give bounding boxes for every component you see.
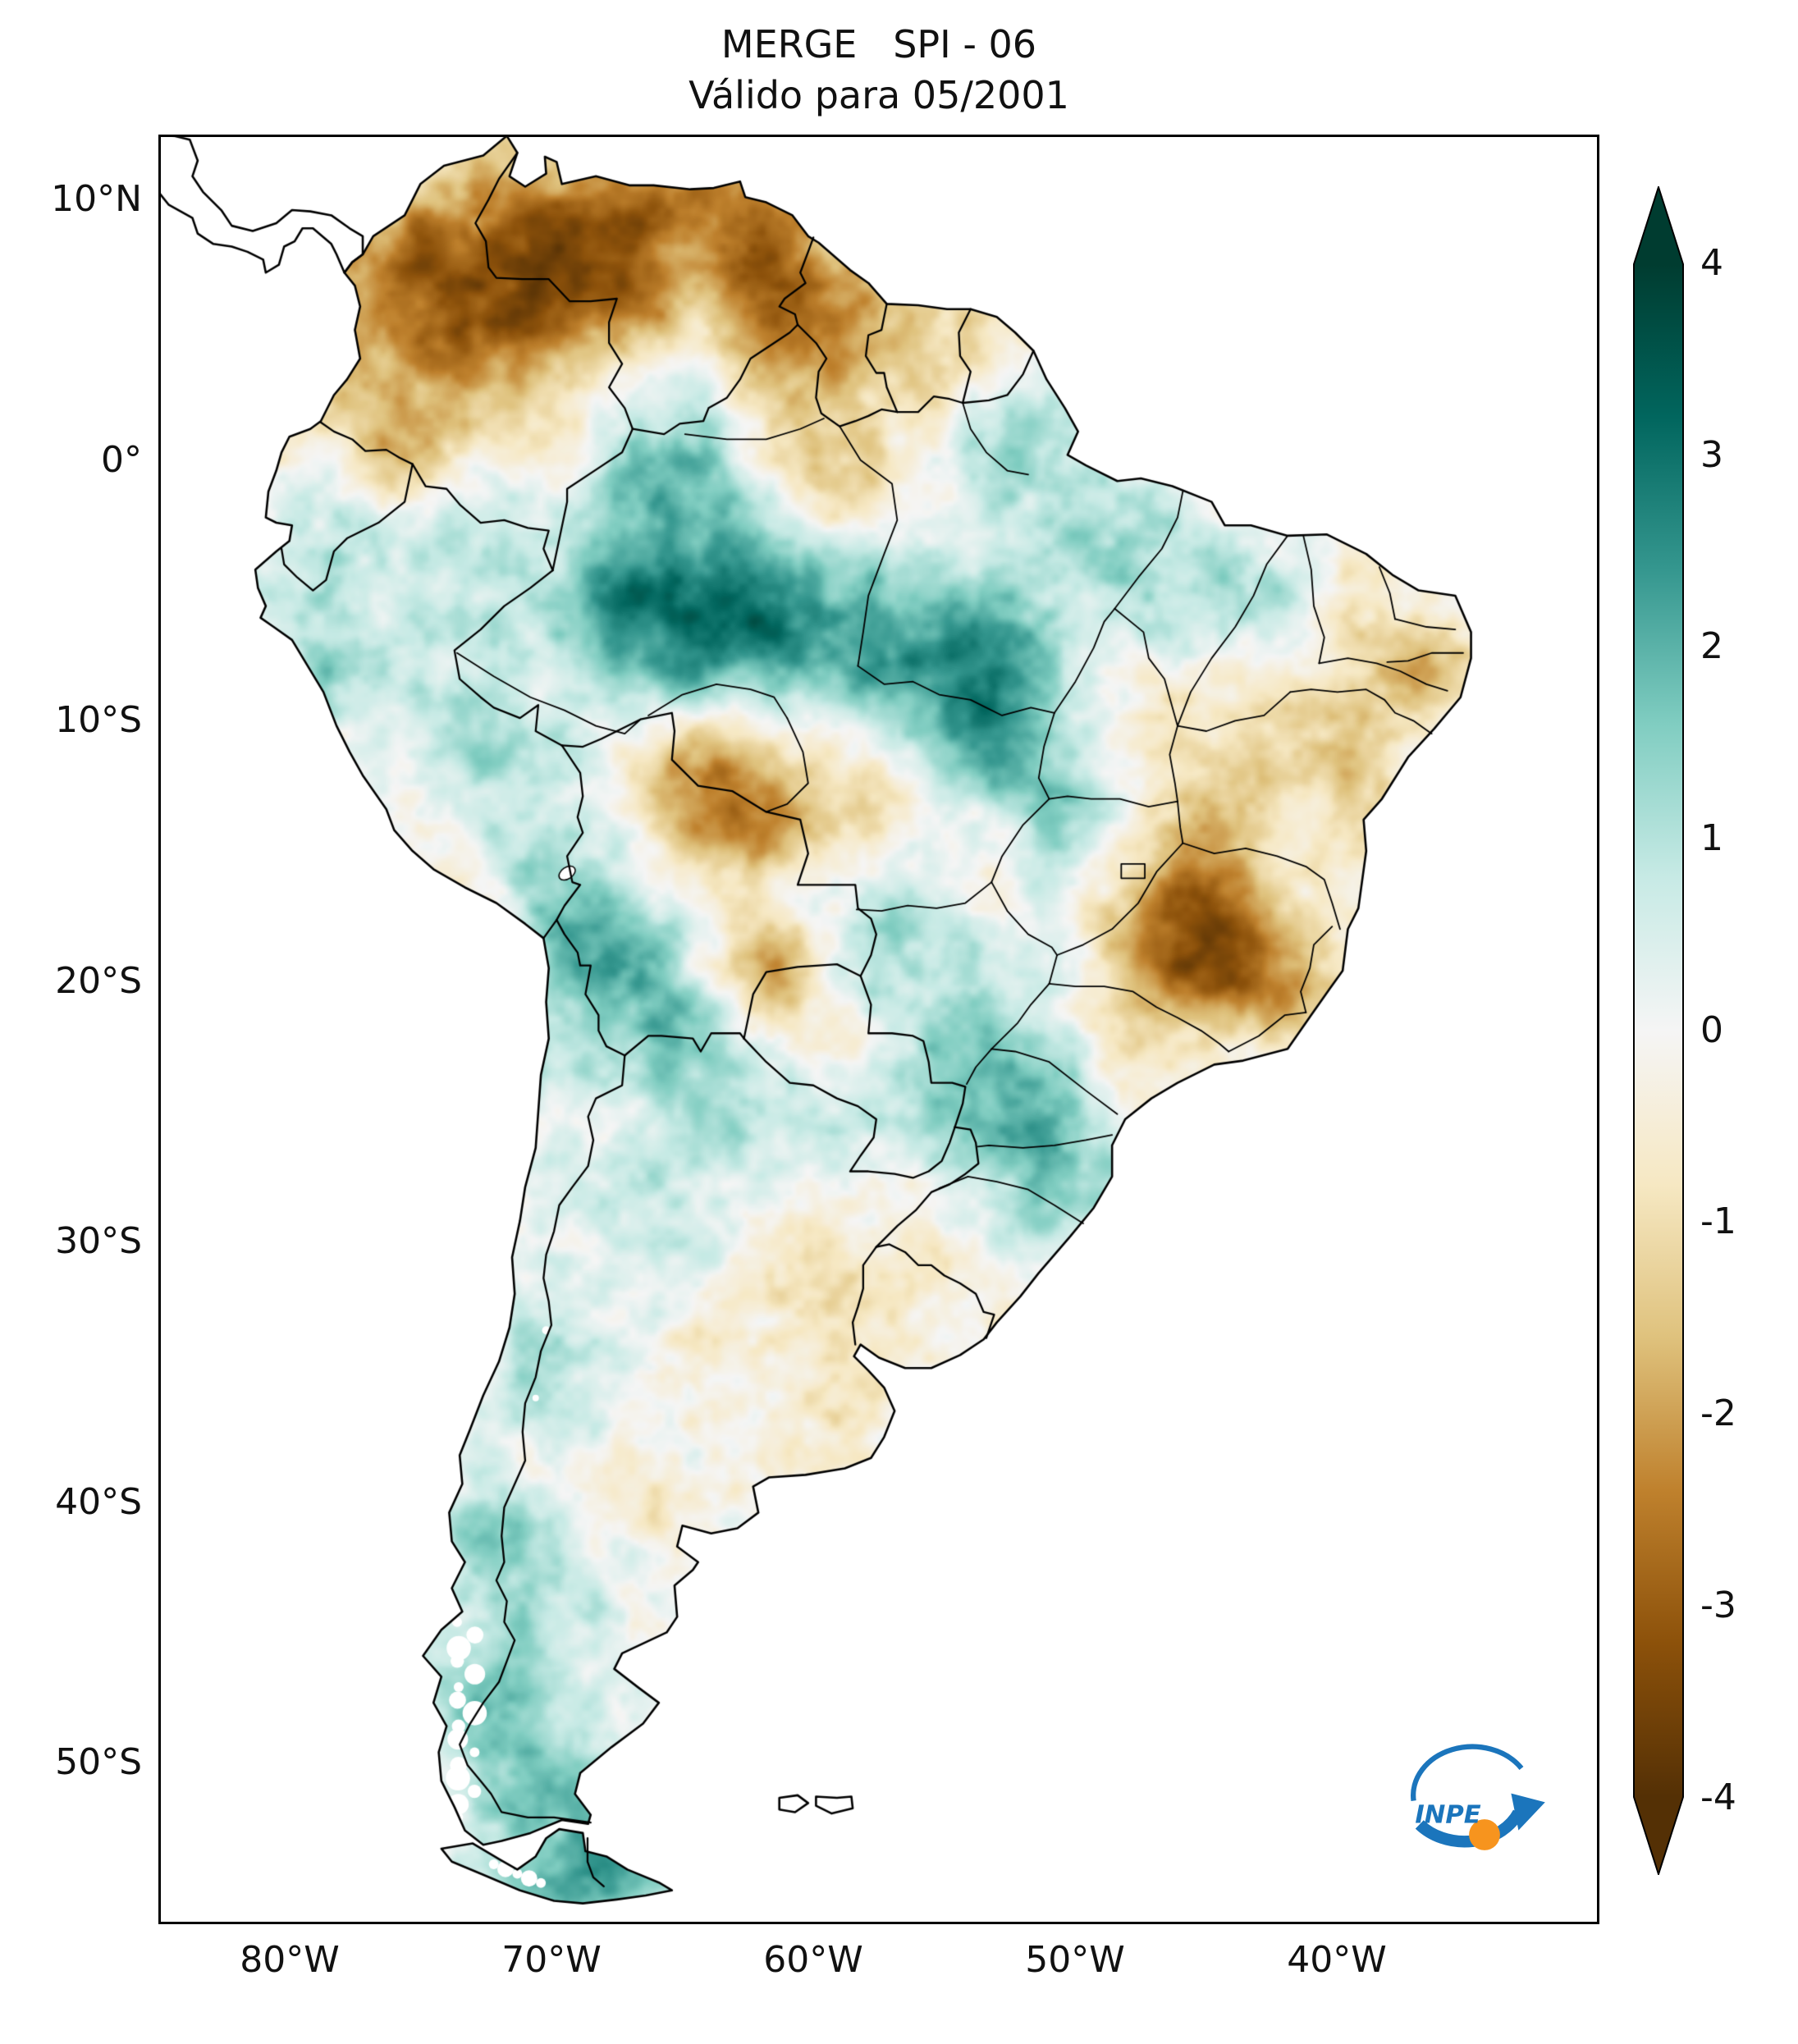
logo-orange-sphere-icon bbox=[1469, 1819, 1500, 1850]
colorbar-tick-label: 2 bbox=[1700, 625, 1723, 667]
map-plot-area bbox=[158, 135, 1599, 1924]
y-axis-tick-label: 0° bbox=[101, 439, 142, 481]
y-axis-tick-label: 40°S bbox=[55, 1481, 142, 1523]
colorbar-tick-label: -3 bbox=[1700, 1584, 1736, 1626]
spi-map-image bbox=[158, 135, 1599, 1924]
logo-swoosh-thin-icon bbox=[1411, 1744, 1524, 1802]
inpe-logo: INPE bbox=[1411, 1744, 1545, 1850]
colorbar-tick-label: -1 bbox=[1700, 1200, 1736, 1242]
x-axis-tick-label: 80°W bbox=[240, 1939, 340, 1981]
logo-text: INPE bbox=[1415, 1801, 1480, 1830]
colorbar-tick-label: 0 bbox=[1700, 1009, 1723, 1051]
y-axis-tick-label: 30°S bbox=[55, 1220, 142, 1262]
colorbar-tick-label: 4 bbox=[1700, 242, 1723, 284]
x-axis-tick-label: 50°W bbox=[1025, 1939, 1125, 1981]
x-axis-tick-label: 70°W bbox=[501, 1939, 602, 1981]
logo-arrowhead-icon bbox=[1511, 1793, 1545, 1831]
x-axis-tick-label: 60°W bbox=[763, 1939, 863, 1981]
colorbar-tick-label: -4 bbox=[1700, 1776, 1736, 1818]
y-axis-tick-label: 20°S bbox=[55, 960, 142, 1002]
y-axis-tick-label: 10°S bbox=[55, 699, 142, 741]
y-axis-tick-label: 10°N bbox=[51, 178, 142, 220]
colorbar bbox=[1633, 186, 1684, 1875]
figure-subtitle: Válido para 05/2001 bbox=[689, 73, 1069, 117]
figure-title: MERGE SPI - 06 bbox=[721, 22, 1037, 66]
colorbar-tick-label: 1 bbox=[1700, 817, 1723, 859]
colorbar-tick-label: -2 bbox=[1700, 1392, 1736, 1434]
x-axis-tick-label: 40°W bbox=[1287, 1939, 1387, 1981]
colorbar-gradient bbox=[1633, 186, 1684, 1875]
colorbar-tick-label: 3 bbox=[1700, 434, 1723, 476]
y-axis-tick-label: 50°S bbox=[55, 1741, 142, 1783]
